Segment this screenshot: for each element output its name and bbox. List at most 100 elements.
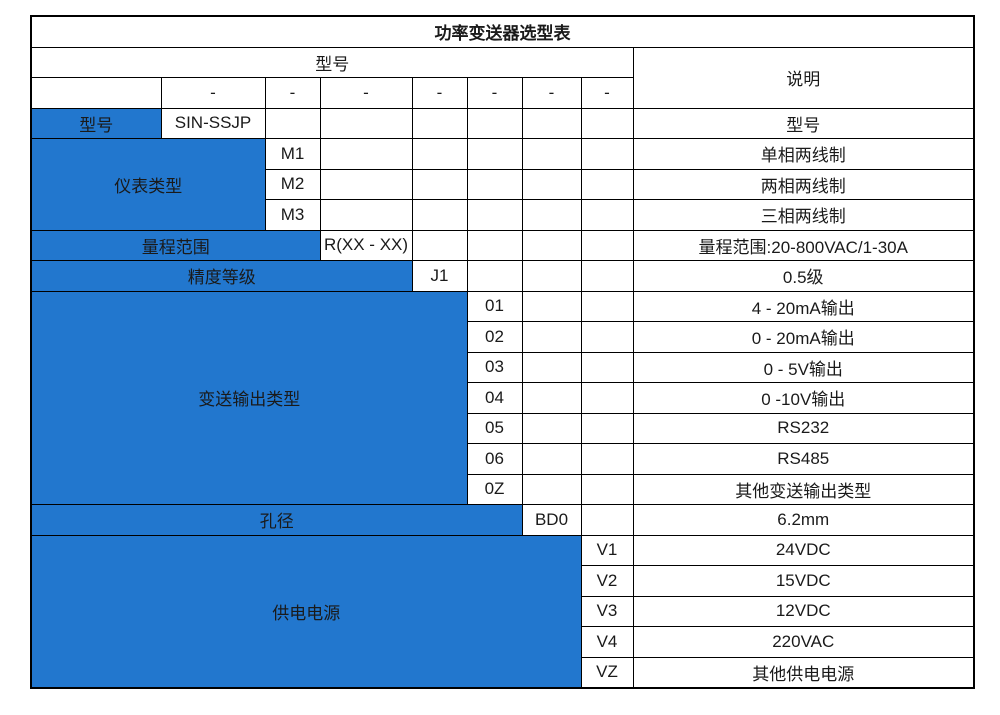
- output-type-code: 02: [466, 321, 523, 353]
- output-type-desc: 4 - 20mA输出: [632, 290, 975, 322]
- empty-cell: [580, 321, 634, 353]
- power-supply-row: VZ 其他供电电源: [31, 656, 975, 689]
- range-label: 量程范围: [30, 229, 321, 261]
- model-row: 型号 SIN-SSJP 型号: [30, 107, 975, 139]
- model-code: SIN-SSJP: [160, 107, 266, 139]
- power-supply-label: 供电电源: [30, 534, 582, 689]
- output-type-row: 03 0 - 5V输出: [31, 351, 975, 383]
- power-supply-code: V2: [580, 565, 634, 597]
- aperture-code: BD0: [521, 504, 582, 536]
- output-type-row: 04 0 -10V输出: [31, 382, 975, 414]
- empty-cell: [580, 290, 634, 322]
- empty-cell: [521, 260, 582, 292]
- empty-cell: [580, 138, 634, 170]
- dash-cell: -: [319, 77, 413, 109]
- output-type-code: 0Z: [466, 473, 523, 505]
- power-supply-code: V4: [580, 626, 634, 658]
- empty-cell: [466, 138, 523, 170]
- instrument-type-label: 仪表类型: [30, 138, 266, 231]
- description-header: 说明: [632, 46, 975, 109]
- instrument-type-code: M2: [264, 168, 321, 200]
- output-type-desc: 其他变送输出类型: [632, 473, 975, 505]
- empty-cell: [580, 504, 634, 536]
- model-header: 型号: [30, 46, 634, 78]
- accuracy-label: 精度等级: [30, 260, 413, 292]
- empty-cell: [411, 107, 468, 139]
- output-type-code: 03: [466, 351, 523, 383]
- empty-cell: [466, 260, 523, 292]
- instrument-type-code: M3: [264, 199, 321, 231]
- empty-cell: [521, 321, 582, 353]
- empty-cell: [580, 260, 634, 292]
- model-label: 型号: [30, 107, 162, 139]
- accuracy-desc: 0.5级: [632, 260, 975, 292]
- empty-cell: [411, 229, 468, 261]
- power-supply-desc: 12VDC: [632, 595, 975, 627]
- empty-cell: [466, 168, 523, 200]
- selection-table: 功率变送器选型表 型号 说明 - - - - - - - 型号 SIN-SSJP: [30, 15, 975, 689]
- empty-cell: [319, 107, 413, 139]
- empty-cell: [319, 199, 413, 231]
- power-supply-code: VZ: [580, 656, 634, 689]
- dash-cell: -: [264, 77, 321, 109]
- dash-cell: -: [411, 77, 468, 109]
- empty-cell: [580, 443, 634, 475]
- dash-cell: [30, 77, 162, 109]
- empty-cell: [580, 412, 634, 444]
- output-type-row: 02 0 - 20mA输出: [31, 321, 975, 353]
- instrument-type-desc: 两相两线制: [632, 168, 975, 200]
- output-type-row: 0Z 其他变送输出类型: [31, 473, 975, 505]
- page-title: 功率变送器选型表: [30, 15, 975, 48]
- power-supply-desc: 其他供电电源: [632, 656, 975, 689]
- power-supply-row: 供电电源 V1 24VDC: [30, 534, 975, 689]
- instrument-type-desc: 三相两线制: [632, 199, 975, 231]
- empty-cell: [411, 199, 468, 231]
- output-type-code: 06: [466, 443, 523, 475]
- empty-cell: [521, 199, 582, 231]
- output-type-desc: RS232: [632, 412, 975, 444]
- dash-cell: -: [466, 77, 523, 109]
- power-supply-row: V3 12VDC: [31, 595, 975, 627]
- output-type-desc: 0 - 5V输出: [632, 351, 975, 383]
- range-code: R(XX - XX): [319, 229, 413, 261]
- power-supply-desc: 24VDC: [632, 534, 975, 566]
- output-type-label: 变送输出类型: [30, 290, 468, 505]
- power-supply-code: V3: [580, 595, 634, 627]
- empty-cell: [580, 382, 634, 414]
- instrument-type-row: 仪表类型 M1 单相两线制: [30, 138, 975, 231]
- empty-cell: [521, 290, 582, 322]
- dash-row: - - - - - - -: [30, 77, 974, 109]
- empty-cell: [580, 199, 634, 231]
- empty-cell: [521, 107, 582, 139]
- dash-cell: -: [580, 77, 634, 109]
- model-desc: 型号: [632, 107, 975, 139]
- output-type-desc: 0 -10V输出: [632, 382, 975, 414]
- empty-cell: [264, 107, 321, 139]
- title-row: 功率变送器选型表: [30, 15, 975, 48]
- power-supply-row: V2 15VDC: [31, 565, 975, 597]
- empty-cell: [580, 473, 634, 505]
- power-supply-desc: 15VDC: [632, 565, 975, 597]
- power-supply-code: V1: [580, 534, 634, 566]
- empty-cell: [580, 168, 634, 200]
- dash-cell: -: [521, 77, 582, 109]
- empty-cell: [521, 168, 582, 200]
- empty-cell: [580, 351, 634, 383]
- output-type-desc: RS485: [632, 443, 975, 475]
- output-type-code: 01: [466, 290, 523, 322]
- empty-cell: [521, 473, 582, 505]
- empty-cell: [521, 351, 582, 383]
- accuracy-row: 精度等级 J1 0.5级: [30, 260, 975, 292]
- empty-cell: [521, 138, 582, 170]
- range-desc: 量程范围:20-800VAC/1-30A: [632, 229, 975, 261]
- empty-cell: [521, 412, 582, 444]
- empty-cell: [411, 138, 468, 170]
- empty-cell: [521, 382, 582, 414]
- instrument-type-row: M3 三相两线制: [31, 199, 975, 231]
- header-row: 型号 说明: [30, 46, 975, 109]
- aperture-row: 孔径 BD0 6.2mm: [30, 504, 975, 536]
- output-type-row: 06 RS485: [31, 443, 975, 475]
- empty-cell: [466, 107, 523, 139]
- aperture-desc: 6.2mm: [632, 504, 975, 536]
- instrument-type-desc: 单相两线制: [632, 138, 975, 170]
